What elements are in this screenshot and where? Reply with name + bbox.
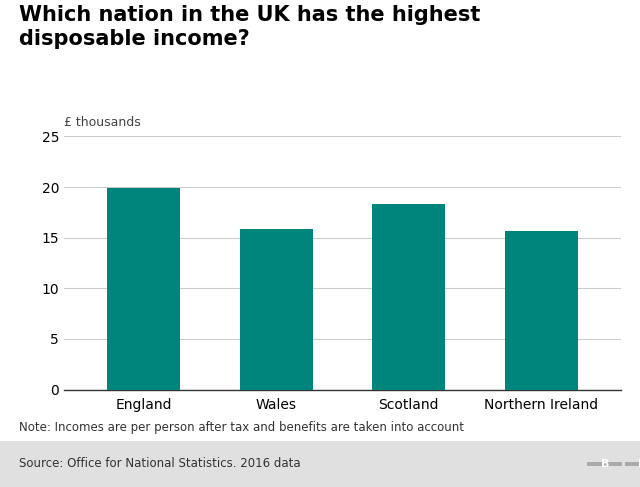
Bar [107, 188, 180, 390]
Text: Which nation in the UK has the highest
disposable income?: Which nation in the UK has the highest d… [19, 5, 481, 49]
Text: Source: Office for National Statistics. 2016 data: Source: Office for National Statistics. … [19, 457, 301, 470]
FancyBboxPatch shape [588, 462, 622, 466]
Bar [505, 230, 578, 390]
Text: £ thousands: £ thousands [64, 116, 141, 129]
Text: B: B [600, 459, 609, 469]
Text: Note: Incomes are per person after tax and benefits are taken into account: Note: Incomes are per person after tax a… [19, 421, 464, 434]
Bar [239, 228, 312, 390]
Text: B: B [638, 459, 640, 469]
Bar [372, 204, 445, 390]
FancyBboxPatch shape [625, 462, 640, 466]
